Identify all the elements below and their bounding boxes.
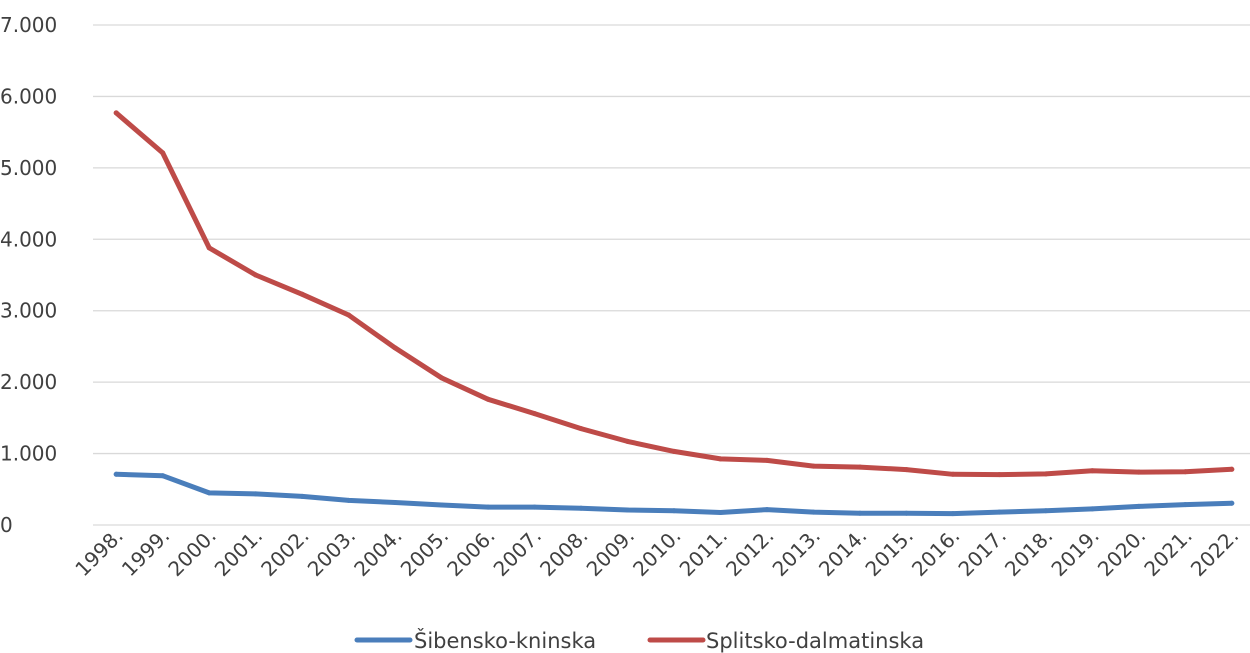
data-point (1182, 502, 1188, 508)
data-point (439, 375, 445, 381)
y-tick-label: 3.000 (0, 299, 57, 323)
data-point (625, 507, 631, 513)
data-point (578, 505, 584, 511)
data-point (810, 509, 816, 515)
legend-item: Šibensko-kninska (354, 628, 596, 653)
data-point (764, 507, 770, 513)
x-tick-label: 2000. (163, 524, 220, 581)
x-tick-label: 2003. (303, 524, 360, 581)
data-point (671, 448, 677, 454)
data-point (950, 511, 956, 517)
legend-label: Šibensko-kninska (414, 628, 596, 653)
data-point (485, 504, 491, 510)
series-2 (113, 110, 1235, 478)
data-point (625, 438, 631, 444)
y-tick-label: 7.000 (0, 13, 57, 37)
data-point (857, 510, 863, 516)
x-tick-label: 1999. (117, 524, 174, 581)
data-point (299, 493, 305, 499)
series-line (113, 110, 1235, 478)
data-point (578, 426, 584, 432)
data-point (671, 508, 677, 514)
x-tick-label: 2020. (1093, 524, 1150, 581)
data-point (206, 245, 212, 251)
data-point (206, 490, 212, 496)
data-point (485, 396, 491, 402)
data-point (439, 502, 445, 508)
x-tick-label: 2009. (582, 524, 639, 581)
data-point (113, 110, 119, 116)
x-tick-label: 2006. (442, 524, 499, 581)
data-point (996, 509, 1002, 515)
gridlines (93, 24, 1250, 526)
x-tick-label: 2008. (535, 524, 592, 581)
data-point (1089, 468, 1095, 474)
data-point (1136, 503, 1142, 509)
data-point (346, 312, 352, 318)
y-tick-label: 1.000 (0, 442, 57, 466)
x-tick-label: 2017. (953, 524, 1010, 581)
y-tick-label: 2.000 (0, 370, 57, 394)
data-point (717, 510, 723, 515)
data-point (857, 464, 863, 470)
series-lines (113, 110, 1235, 517)
x-tick-label: 2004. (349, 524, 406, 581)
x-tick-label: 2005. (396, 524, 453, 581)
data-point (160, 473, 166, 479)
x-tick-label: 2016. (907, 524, 964, 581)
data-point (253, 491, 259, 497)
data-point (253, 272, 259, 278)
x-tick-label: 2015. (860, 524, 917, 581)
data-point (532, 411, 538, 417)
data-point (903, 510, 909, 516)
x-tick-label: 2022. (1186, 524, 1243, 581)
data-point (1043, 508, 1049, 514)
x-tick-label: 2013. (768, 524, 825, 581)
x-tick-label: 2018. (1000, 524, 1057, 581)
data-point (1182, 469, 1188, 475)
data-point (1089, 506, 1095, 512)
data-point (717, 456, 723, 462)
data-point (1043, 471, 1049, 477)
x-tick-label: 2011. (675, 524, 732, 581)
y-tick-label: 6.000 (0, 84, 57, 108)
y-axis-tick-labels: 0 1.000 2.000 3.000 4.000 5.000 6.000 7.000 (0, 13, 57, 537)
data-point (764, 457, 770, 463)
legend-label: Splitsko-dalmatinska (706, 629, 924, 653)
y-tick-label: 5.000 (0, 156, 57, 180)
x-tick-label: 2014. (814, 524, 871, 581)
x-tick-label: 2002. (256, 524, 313, 581)
data-point (113, 471, 119, 477)
data-point (299, 291, 305, 297)
data-point (532, 504, 538, 510)
x-tick-label: 2019. (1046, 524, 1103, 581)
data-point (392, 345, 398, 351)
data-point (1229, 500, 1235, 506)
data-point (950, 471, 956, 477)
series-1 (113, 471, 1235, 517)
x-tick-label: 2012. (721, 524, 778, 581)
data-point (1136, 469, 1142, 475)
legend: Šibensko-kninska Splitsko-dalmatinska (354, 628, 924, 653)
data-point (903, 467, 909, 473)
x-tick-label: 1998. (70, 524, 127, 581)
x-tick-label: 2001. (210, 524, 267, 581)
x-axis-tick-labels: 1998.1999.2000.2001.2002.2003.2004.2005.… (70, 524, 1243, 581)
data-point (346, 497, 352, 503)
x-tick-label: 2007. (489, 524, 546, 581)
data-point (810, 463, 816, 469)
data-point (160, 150, 166, 156)
series-line (113, 471, 1235, 517)
x-tick-label: 2010. (628, 524, 685, 581)
data-point (392, 500, 398, 505)
y-tick-label: 0 (0, 513, 13, 537)
x-tick-label: 2021. (1139, 524, 1196, 581)
data-point (1229, 466, 1235, 472)
legend-item: Splitsko-dalmatinska (647, 629, 924, 653)
y-tick-label: 4.000 (0, 227, 57, 251)
data-point (996, 472, 1002, 478)
